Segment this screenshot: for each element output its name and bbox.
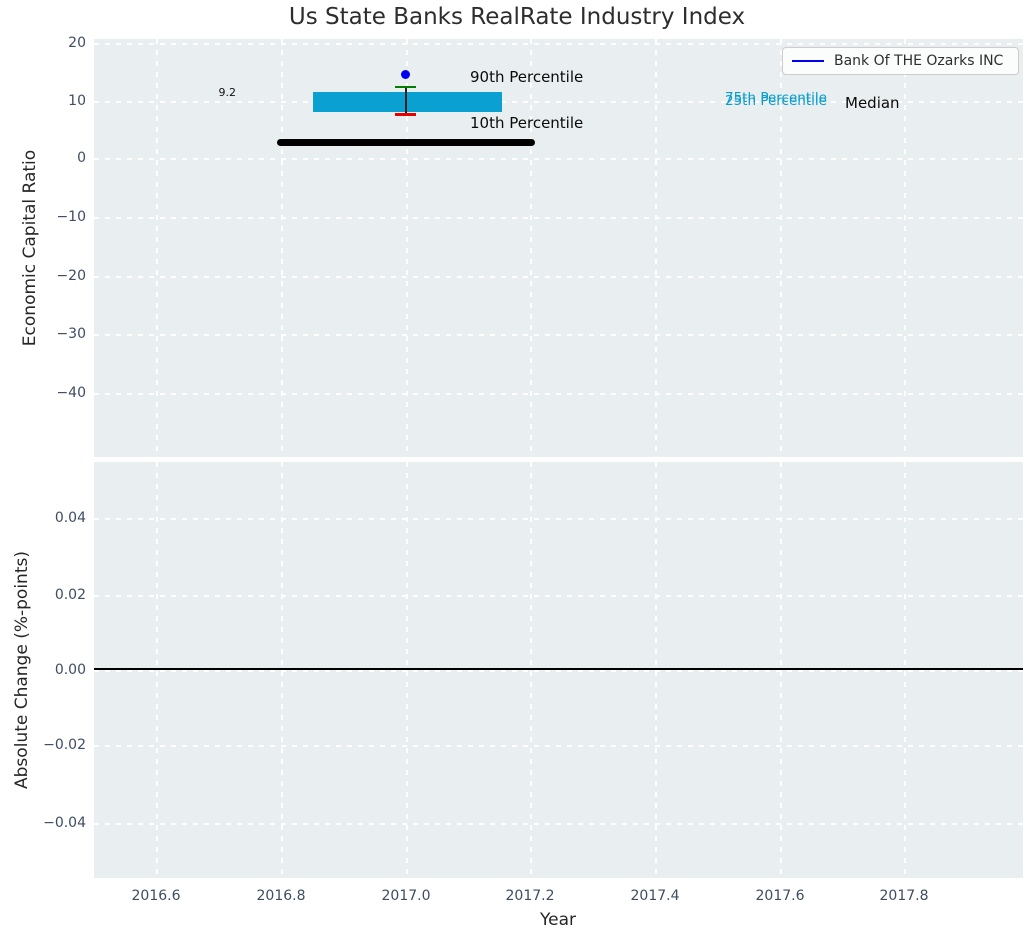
- p10-errorbar-cap: [395, 113, 416, 116]
- gridline-horizontal: [94, 334, 1023, 336]
- bottom-y-axis-label: Absolute Change (%-points): [12, 551, 32, 789]
- xtick-label: 2016.6: [131, 888, 181, 904]
- median-index-line: [277, 139, 535, 146]
- gridline-vertical: [655, 39, 657, 457]
- ytick-label: −10: [56, 209, 86, 225]
- median-label: Median: [845, 94, 900, 112]
- xtick-label: 2017.8: [879, 888, 929, 904]
- zero-change-line: [94, 668, 1023, 670]
- ytick-label: −40: [56, 385, 86, 401]
- p25-label: 25th Percentile: [725, 92, 827, 109]
- ytick-label: 0.00: [54, 662, 86, 678]
- p90-label: 90th Percentile: [470, 68, 584, 86]
- gridline-horizontal: [94, 670, 1023, 672]
- ytick-label: 0.02: [54, 587, 86, 603]
- median-value-label: 9.2: [218, 86, 237, 99]
- xtick-label: 2017.6: [755, 888, 805, 904]
- iqr-percentile-bar: [313, 92, 502, 112]
- ytick-label: −20: [56, 268, 86, 284]
- chart-title: Us State Banks RealRate Industry Index: [288, 4, 746, 30]
- legend-line-swatch: [792, 59, 824, 63]
- top-y-axis-label: Economic Capital Ratio: [20, 149, 40, 347]
- ytick-label: −0.02: [43, 737, 86, 753]
- gridline-horizontal: [94, 393, 1023, 395]
- legend-label: Bank Of THE Ozarks INC: [834, 53, 1004, 69]
- errorbar-stem: [405, 87, 407, 114]
- gridline-vertical: [281, 39, 283, 457]
- ytick-label: −0.04: [43, 815, 86, 831]
- xtick-label: 2017.4: [630, 888, 680, 904]
- gridline-horizontal: [94, 217, 1023, 219]
- gridline-horizontal: [94, 158, 1023, 160]
- p75-label: 75th Percentile: [725, 90, 827, 106]
- gridline-vertical: [904, 39, 906, 457]
- gridline-horizontal: [94, 518, 1023, 520]
- top-plot-area: 9.2 90th Percentile 10th Percentile 75th…: [94, 39, 1023, 457]
- bank-data-point: [401, 70, 410, 79]
- ytick-label: 10: [68, 93, 86, 109]
- gridline-vertical: [156, 39, 158, 457]
- gridline-horizontal: [94, 595, 1023, 597]
- bottom-plot-area: [94, 462, 1023, 878]
- gridline-vertical: [406, 39, 408, 457]
- ytick-label: 0: [77, 150, 86, 166]
- gridline-horizontal: [94, 276, 1023, 278]
- x-axis-label: Year: [540, 910, 576, 930]
- gridline-horizontal: [94, 101, 1023, 103]
- xtick-label: 2017.2: [505, 888, 555, 904]
- xtick-label: 2017.0: [381, 888, 431, 904]
- gridline-horizontal: [94, 43, 1023, 45]
- p10-label: 10th Percentile: [470, 114, 584, 132]
- ytick-label: 20: [68, 35, 86, 51]
- legend: Bank Of THE Ozarks INC: [782, 47, 1019, 75]
- gridline-vertical: [780, 39, 782, 457]
- gridline-horizontal: [94, 745, 1023, 747]
- xtick-label: 2016.8: [256, 888, 306, 904]
- ytick-label: −30: [56, 326, 86, 342]
- gridline-vertical: [530, 39, 532, 457]
- p90-errorbar-cap: [395, 85, 416, 88]
- ytick-label: 0.04: [54, 510, 86, 526]
- gridline-horizontal: [94, 823, 1023, 825]
